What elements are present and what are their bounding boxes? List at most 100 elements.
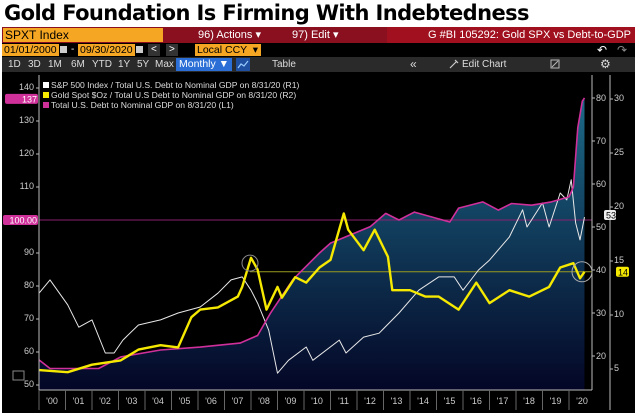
gold-ratio-line	[38, 212, 586, 374]
debt-to-gdp-line	[38, 97, 586, 370]
x-tick-label: '06	[205, 396, 217, 406]
chevron-down-icon: ▾	[252, 44, 258, 56]
chart-toolbar: 1D 3D 1M 6M YTD 1Y 5Y Max Monthly ▼ Tabl…	[2, 57, 635, 72]
table-button[interactable]: Table	[264, 57, 324, 72]
chart-area: 50 60 70 80 90 110 120 130 140 20 30 40 50 60 70 80 5 10 1…	[2, 72, 635, 413]
period-1y[interactable]: 1Y	[118, 59, 131, 70]
x-tick-label: '17	[497, 396, 509, 406]
r1-tick-label: 40	[596, 265, 606, 275]
frequency-dropdown[interactable]: Monthly ▼	[176, 58, 233, 71]
l1-tick-label: 60	[24, 346, 34, 356]
l1-tick-label: 140	[19, 82, 34, 92]
sp500-ratio-line	[38, 179, 585, 374]
x-tick-label: '02	[99, 396, 111, 406]
r1-tick-label: 50	[596, 222, 606, 232]
period-6m[interactable]: 6M	[71, 59, 85, 70]
highlight-circle	[241, 254, 259, 272]
chart-id-title: G #BI 105292: Gold SPX vs Debt-to-GDP	[387, 27, 635, 43]
page-title: Gold Foundation Is Firming With Indebted…	[4, 1, 530, 25]
actions-menu[interactable]: 96) Actions ▾	[198, 29, 261, 41]
legend-item-debt[interactable]: Total U.S. Debt to Nominal GDP on 8/31/2…	[43, 100, 299, 110]
legend-item-gold[interactable]: Gold Spot $Oz / Total U.S Debt to Nomina…	[43, 90, 299, 100]
chart-type-icon	[12, 370, 25, 381]
ticker-input[interactable]: SPXT Index	[3, 28, 163, 42]
r2-tick-label: 25	[614, 147, 624, 157]
l1-tick-label: 70	[24, 313, 34, 323]
x-tick-label: '00	[46, 396, 58, 406]
x-tick-label: '10	[311, 396, 323, 406]
x-tick-label: '16	[470, 396, 482, 406]
l1-tick-label: 110	[20, 181, 34, 191]
l1-tick-label: 80	[24, 280, 34, 290]
period-ytd[interactable]: YTD	[92, 59, 112, 70]
debt-last-value-flag-bg	[5, 93, 38, 104]
l1-tick-label: 50	[24, 379, 34, 389]
x-tick-label: '14	[417, 396, 429, 406]
r1-tick-label: 60	[596, 179, 606, 189]
legend-label: Gold Spot $Oz / Total U.S Debt to Nomina…	[51, 90, 297, 100]
x-tick-label: '07	[232, 396, 244, 406]
r1-tick-label: 20	[596, 351, 606, 361]
annotate-icon[interactable]	[550, 57, 562, 72]
gold-last-value-flag-bg	[616, 266, 629, 277]
table-label: Table	[272, 59, 296, 70]
x-tick-label: '05	[179, 396, 191, 406]
x-tick-label: '20	[576, 396, 588, 406]
x-tick-label: '01	[73, 396, 85, 406]
x-tick-label: '09	[285, 396, 297, 406]
edit-chart-button[interactable]: Edit Chart	[462, 59, 507, 70]
x-tick-label: '03	[126, 396, 138, 406]
command-bar: SPXT Index 96) Actions ▾ 97) Edit ▾ G #B…	[2, 27, 635, 43]
x-tick-label: '04	[152, 396, 164, 406]
reference-value-flag: 100.00	[9, 216, 37, 226]
gear-icon[interactable]: ⚙	[600, 57, 611, 71]
end-date-input[interactable]: 09/30/2020	[78, 44, 135, 56]
r2-tick-label: 20	[614, 201, 624, 211]
legend-item-sp500[interactable]: S&P 500 Index / Total U.S. Debt to Nomin…	[43, 80, 299, 90]
l1-tick-label: 130	[19, 115, 34, 125]
r1-tick-label: 70	[596, 136, 606, 146]
x-tick-label: '18	[523, 396, 535, 406]
legend-swatch	[43, 102, 49, 108]
x-tick-label: '13	[391, 396, 403, 406]
prev-period-button[interactable]: <	[148, 44, 160, 56]
chart-legend: S&P 500 Index / Total U.S. Debt to Nomin…	[43, 80, 299, 110]
period-max-button[interactable]: Max	[155, 59, 174, 70]
currency-select[interactable]: Local CCY ▾	[195, 44, 261, 56]
reference-value-flag-bg	[3, 215, 38, 225]
r1-tick-label: 30	[596, 308, 606, 318]
x-tick-label: '15	[444, 396, 456, 406]
legend-label: Total U.S. Debt to Nominal GDP on 8/31/2…	[51, 100, 234, 110]
legend-label: S&P 500 Index / Total U.S. Debt to Nomin…	[51, 80, 300, 90]
edit-chart-icon	[448, 57, 462, 72]
period-3d[interactable]: 3D	[28, 59, 41, 70]
r1-tick-label: 80	[596, 93, 606, 103]
line-chart-icon[interactable]	[236, 58, 250, 71]
gold-last-value-flag: 14	[618, 267, 628, 277]
start-date-input[interactable]: 01/01/2000	[2, 44, 59, 56]
r2-tick-label: 15	[614, 255, 624, 265]
sp500-last-value-flag-bg	[604, 209, 616, 220]
period-1m[interactable]: 1M	[48, 59, 62, 70]
debt-area-fill	[39, 97, 585, 391]
date-separator: -	[71, 44, 75, 55]
period-5y[interactable]: 5Y	[137, 59, 150, 70]
calendar-icon[interactable]	[60, 46, 67, 53]
collapse-button[interactable]: «	[410, 57, 417, 71]
l1-tick-label: 90	[24, 247, 34, 257]
calendar-icon[interactable]	[136, 46, 143, 53]
edit-menu[interactable]: 97) Edit ▾	[292, 29, 339, 41]
sp500-last-value-flag: 53	[606, 210, 616, 220]
x-tick-label: '12	[364, 396, 376, 406]
next-period-button[interactable]: >	[166, 44, 178, 56]
r2-tick-label: 5	[614, 363, 619, 373]
period-1d[interactable]: 1D	[8, 59, 21, 70]
legend-swatch	[43, 92, 49, 98]
r2-tick-label: 10	[614, 309, 624, 319]
l1-tick-label: 120	[19, 148, 34, 158]
undo-icon[interactable]: ↶	[597, 43, 608, 57]
debt-last-value-flag: 137	[22, 94, 37, 104]
r2-tick-label: 30	[614, 93, 624, 103]
redo-icon[interactable]: ↷	[617, 43, 628, 57]
